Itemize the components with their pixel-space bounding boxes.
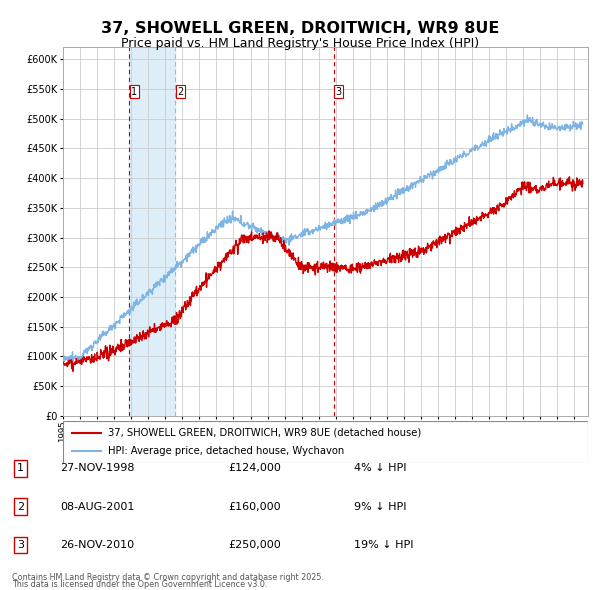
Text: £124,000: £124,000: [229, 463, 281, 473]
Text: 37, SHOWELL GREEN, DROITWICH, WR9 8UE (detached house): 37, SHOWELL GREEN, DROITWICH, WR9 8UE (d…: [107, 428, 421, 438]
Text: Contains HM Land Registry data © Crown copyright and database right 2025.: Contains HM Land Registry data © Crown c…: [12, 573, 324, 582]
Text: £250,000: £250,000: [229, 540, 281, 550]
Bar: [130, 47, 175, 416]
Text: HPI: Average price, detached house, Wychavon: HPI: Average price, detached house, Wych…: [107, 446, 344, 456]
Text: £160,000: £160,000: [229, 502, 281, 512]
Text: 4% ↓ HPI: 4% ↓ HPI: [354, 463, 407, 473]
Text: 2: 2: [17, 502, 24, 512]
Text: 2: 2: [177, 87, 184, 97]
Text: This data is licensed under the Open Government Licence v3.0.: This data is licensed under the Open Gov…: [12, 581, 268, 589]
Text: 3: 3: [336, 87, 342, 97]
Text: 1: 1: [17, 463, 24, 473]
Text: 26-NOV-2010: 26-NOV-2010: [61, 540, 134, 550]
Text: 3: 3: [17, 540, 24, 550]
Text: 1: 1: [131, 87, 137, 97]
Text: 19% ↓ HPI: 19% ↓ HPI: [354, 540, 413, 550]
Text: 37, SHOWELL GREEN, DROITWICH, WR9 8UE: 37, SHOWELL GREEN, DROITWICH, WR9 8UE: [101, 21, 499, 35]
Text: 9% ↓ HPI: 9% ↓ HPI: [354, 502, 407, 512]
Text: Price paid vs. HM Land Registry's House Price Index (HPI): Price paid vs. HM Land Registry's House …: [121, 37, 479, 50]
Text: 27-NOV-1998: 27-NOV-1998: [61, 463, 135, 473]
Text: 08-AUG-2001: 08-AUG-2001: [61, 502, 135, 512]
